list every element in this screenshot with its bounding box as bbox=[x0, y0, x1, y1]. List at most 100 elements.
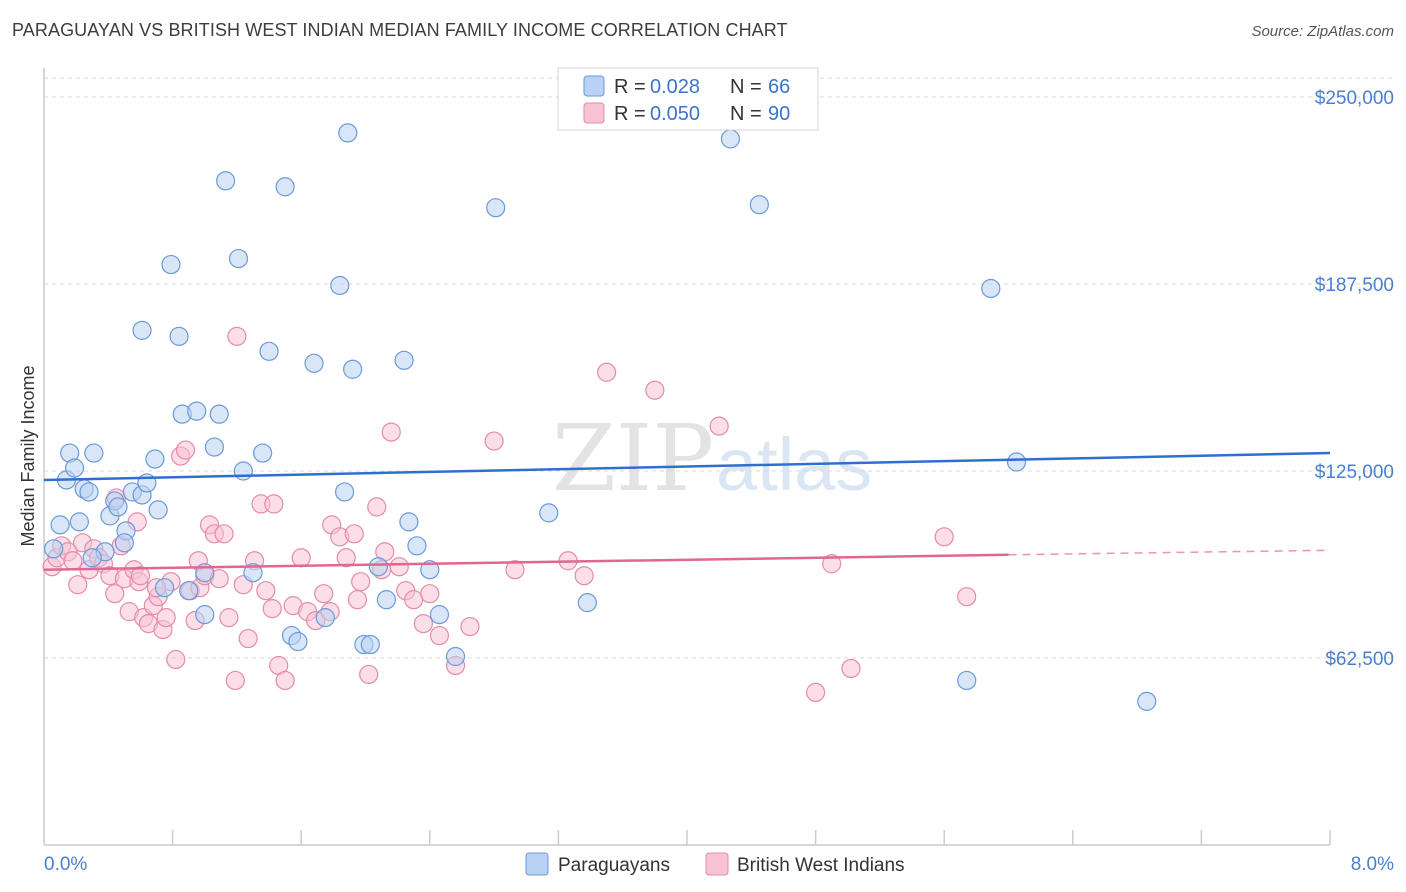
paraguayans-point-37 bbox=[304, 353, 324, 373]
british-west-indians-point-86 bbox=[347, 590, 368, 610]
paraguayans-point-44 bbox=[360, 634, 380, 655]
paraguayans-point-47 bbox=[394, 350, 414, 370]
british-west-indians-point-89 bbox=[130, 566, 151, 586]
british-west-indians-point-79 bbox=[957, 587, 977, 607]
source-credit: Source: ZipAtlas.com bbox=[1251, 23, 1394, 40]
paraguayans-point-51 bbox=[429, 605, 450, 625]
british-west-indians-point-47 bbox=[291, 548, 311, 568]
series-legend: Paraguayans British West Indians bbox=[525, 852, 905, 876]
british-west-indians-point-81 bbox=[264, 494, 284, 514]
paraguayans-point-29 bbox=[228, 248, 249, 269]
british-west-indians-point-27 bbox=[175, 440, 196, 460]
paraguayans-point-33 bbox=[259, 341, 279, 361]
british-west-indians-point-76 bbox=[822, 554, 842, 574]
paraguayans-point-26 bbox=[204, 437, 224, 457]
british-west-indians-point-39 bbox=[238, 628, 258, 649]
paraguayans-point-31 bbox=[243, 563, 263, 583]
series-swatch-paraguayans bbox=[525, 852, 549, 876]
paraguayans-point-34 bbox=[275, 177, 295, 197]
paraguayans-points bbox=[44, 123, 1157, 711]
british-west-indians-point-64 bbox=[420, 584, 440, 604]
x-tick-labels: 0.0% 8.0% bbox=[44, 854, 1394, 875]
y-tick-label-1: $125,000 bbox=[1315, 462, 1394, 483]
paraguayans-point-27 bbox=[209, 404, 229, 424]
series-label-british-west-indians: British West Indians bbox=[737, 855, 905, 876]
legend-r-value-0: 0.028 bbox=[650, 76, 700, 98]
british-west-indians-point-75 bbox=[805, 682, 826, 703]
british-west-indians-trend-extension bbox=[1008, 549, 1331, 556]
paraguayans-point-58 bbox=[981, 278, 1001, 299]
british-west-indians-points bbox=[42, 326, 977, 703]
british-west-indians-point-43 bbox=[262, 599, 282, 619]
british-west-indians-point-23 bbox=[156, 608, 176, 628]
y-tick-label-0: $62,500 bbox=[1325, 649, 1394, 670]
british-west-indians-point-54 bbox=[344, 524, 364, 544]
legend-swatch-pink bbox=[583, 102, 605, 124]
british-west-indians-point-50 bbox=[314, 584, 334, 604]
paraguayans-point-12 bbox=[108, 497, 128, 517]
paraguayans-point-48 bbox=[399, 512, 419, 532]
paraguayans-point-59 bbox=[1006, 452, 1027, 472]
paraguayans-point-24 bbox=[195, 605, 215, 625]
paraguayans-point-7 bbox=[79, 482, 99, 502]
paraguayans-point-49 bbox=[407, 536, 427, 556]
british-west-indians-point-37 bbox=[225, 670, 245, 691]
paraguayans-point-61 bbox=[1137, 691, 1157, 711]
series-swatch-british-west-indians bbox=[705, 852, 729, 876]
paraguayans-point-42 bbox=[343, 359, 363, 379]
paraguayans-point-0 bbox=[44, 539, 64, 559]
british-west-indians-trend-line bbox=[43, 553, 1009, 571]
paraguayans-point-56 bbox=[720, 129, 741, 149]
x-tick-label-0: 0.0% bbox=[44, 854, 87, 875]
correlation-legend: R = 0.028 N = 66 R = 0.050 N = 90 bbox=[557, 67, 819, 131]
paraguayans-point-18 bbox=[148, 500, 168, 520]
chart-title: PARAGUAYAN VS BRITISH WEST INDIAN MEDIAN… bbox=[12, 20, 788, 40]
paraguayans-point-53 bbox=[486, 198, 506, 218]
paraguayans-point-65 bbox=[179, 581, 199, 601]
british-west-indians-point-80 bbox=[227, 326, 247, 346]
paraguayans-point-30 bbox=[233, 461, 253, 481]
legend-n-label-0: N = bbox=[730, 76, 762, 98]
british-west-indians-point-74 bbox=[709, 416, 729, 436]
x-tick-label-1: 8.0% bbox=[1351, 854, 1394, 875]
paraguayans-trend-line bbox=[43, 451, 1331, 482]
paraguayans-point-36 bbox=[288, 631, 308, 652]
british-west-indians-point-77 bbox=[841, 658, 861, 679]
british-west-indians-point-71 bbox=[574, 566, 594, 586]
british-west-indians-point-78 bbox=[934, 527, 954, 547]
british-west-indians-point-53 bbox=[336, 548, 356, 568]
paraguayans-point-39 bbox=[330, 275, 350, 296]
british-west-indians-point-65 bbox=[429, 625, 450, 646]
british-west-indians-point-5 bbox=[68, 575, 88, 595]
paraguayans-point-54 bbox=[539, 503, 559, 523]
paraguayans-point-63 bbox=[114, 533, 134, 553]
paraguayans-point-62 bbox=[82, 548, 102, 568]
y-tick-label-3: $250,000 bbox=[1315, 88, 1394, 109]
paraguayans-point-57 bbox=[749, 195, 769, 215]
paraguayans-point-60 bbox=[957, 670, 977, 691]
paraguayans-point-4 bbox=[64, 458, 85, 478]
british-west-indians-point-12 bbox=[105, 584, 125, 604]
watermark: ZIP atlas bbox=[552, 405, 872, 512]
paraguayans-point-1 bbox=[50, 515, 70, 535]
paraguayans-point-25 bbox=[169, 326, 189, 346]
british-west-indians-point-36 bbox=[219, 608, 239, 628]
paraguayans-point-46 bbox=[376, 590, 396, 610]
british-west-indians-point-72 bbox=[597, 362, 617, 382]
paraguayans-point-17 bbox=[145, 449, 165, 469]
y-tick-labels: $62,500 $125,000 $187,500 $250,000 bbox=[1315, 88, 1394, 670]
british-west-indians-point-35 bbox=[214, 524, 234, 544]
british-west-indians-point-57 bbox=[367, 497, 387, 517]
paraguayans-point-28 bbox=[216, 171, 236, 191]
british-west-indians-point-73 bbox=[645, 380, 665, 400]
trend-lines bbox=[43, 451, 1331, 571]
legend-n-value-0: 66 bbox=[768, 76, 790, 98]
british-west-indians-point-62 bbox=[404, 590, 424, 610]
legend-swatch-blue bbox=[583, 75, 605, 97]
paraguayans-point-41 bbox=[338, 123, 358, 143]
watermark-zip: ZIP bbox=[552, 405, 714, 512]
paraguayans-point-45 bbox=[368, 557, 388, 577]
british-west-indians-point-55 bbox=[351, 572, 371, 592]
british-west-indians-point-68 bbox=[484, 431, 504, 451]
